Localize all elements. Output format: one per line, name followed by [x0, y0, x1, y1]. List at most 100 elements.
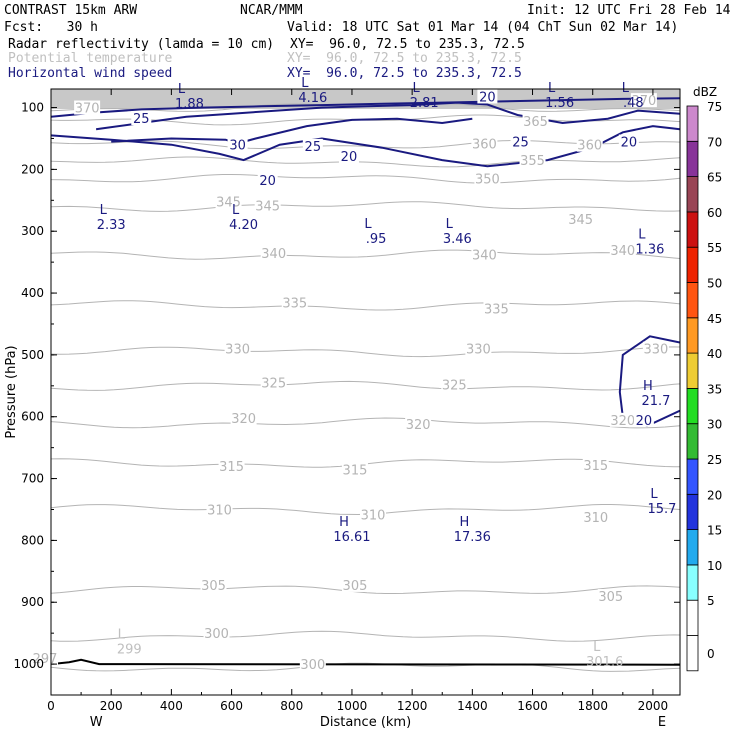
theta-contour-355	[51, 156, 680, 168]
extremum-L-marker: L	[650, 487, 658, 502]
field-xy-theta: XY= 96.0, 72.5 to 235.3, 72.5	[287, 51, 522, 66]
colorbar-swatch-40	[686, 352, 699, 389]
theta-label-bg	[215, 194, 242, 209]
theta-label-bg	[441, 377, 468, 392]
theta-label-bg	[609, 242, 636, 257]
theta-label-bg	[260, 245, 287, 260]
theta-label: 340	[261, 247, 286, 262]
theta-label: 310	[361, 508, 386, 523]
field-xy-wind: XY= 96.0, 72.5 to 235.3, 72.5	[287, 66, 522, 81]
colorbar-label-15: 15	[707, 524, 722, 538]
theta-label-bg	[74, 100, 101, 115]
wind-label: 25	[305, 140, 322, 155]
theta-label-bg	[474, 171, 501, 186]
extremum-value: 16.61	[333, 530, 370, 545]
theta-label: 300	[300, 658, 325, 673]
colorbar-label-60: 60	[707, 206, 722, 220]
theta-label: 330	[466, 343, 491, 358]
extremum-value: 21.7	[641, 394, 670, 409]
colorbar-swatch-30	[686, 423, 699, 460]
colorbar-label-30: 30	[707, 418, 722, 432]
extremum-L-marker: L	[413, 81, 421, 96]
wind-label: 25	[133, 112, 150, 127]
wind-label-bg	[131, 111, 152, 126]
wind-contour-20-upper	[51, 97, 680, 118]
theta-label: 305	[343, 579, 368, 594]
theta-label-bg	[218, 459, 245, 474]
institution-label: NCAR/MMM	[240, 3, 303, 18]
theta-label: 360	[472, 137, 497, 152]
theta-contour-305	[51, 585, 680, 594]
wind-label: 20	[341, 150, 358, 165]
x-tick-label: 200	[100, 699, 123, 713]
x-tick-label: 800	[280, 699, 303, 713]
theta-label: 340	[472, 249, 497, 264]
colorbar-swatch-60	[686, 211, 699, 248]
theta-label-bg	[281, 295, 308, 310]
theta-label: 310	[207, 503, 232, 518]
colorbar-swatch-50	[686, 282, 699, 319]
wind-label-bg	[338, 148, 359, 163]
colorbar-label-70: 70	[707, 135, 722, 149]
extremum-value: 2.81	[410, 96, 439, 111]
x-tick-label: 1400	[457, 699, 488, 713]
extremum-L-marker: L	[593, 640, 601, 655]
extremum-H-marker: H	[339, 515, 349, 530]
y-tick-label: 300	[21, 224, 44, 238]
colorbar-label-10: 10	[707, 559, 722, 573]
theta-contour-330	[51, 346, 680, 358]
extremum-L-marker: L	[622, 81, 630, 96]
theta-label-bg	[609, 412, 636, 427]
extremum-L-marker: L	[232, 203, 240, 218]
colorbar-label-25: 25	[707, 453, 722, 467]
theta-label: 360	[577, 139, 602, 154]
theta-label: 350	[475, 173, 500, 188]
x-tick-label: 1800	[577, 699, 608, 713]
extremum-value: 4.16	[298, 91, 327, 106]
theta-label-bg	[254, 198, 281, 213]
y-axis-label: Pressure (hPa)	[4, 345, 19, 438]
theta-label: 310	[583, 511, 608, 526]
theta-label: 355	[520, 154, 545, 169]
theta-contour-350	[51, 174, 680, 184]
theta-label: 320	[406, 418, 431, 433]
wind-label-bg	[477, 89, 498, 104]
x-tick-label: 1200	[397, 699, 428, 713]
theta-label: 325	[261, 377, 286, 392]
theta-label-bg	[405, 417, 432, 432]
theta-contour-300	[51, 662, 680, 672]
colorbar-label-35: 35	[707, 382, 722, 396]
theta-label-bg	[576, 137, 603, 152]
axes: 100 200 300 400 500 600 700 800 900 1000 0 200 400 60…	[4, 88, 681, 730]
x-tick-label: 2000	[638, 699, 669, 713]
colorbar-swatch-0	[686, 635, 699, 672]
extremum-value: .48	[623, 96, 644, 111]
wind-label: 25	[512, 136, 529, 151]
theta-label: 345	[216, 196, 241, 211]
extremum-value: 17.36	[454, 530, 491, 545]
x-axis-east-label: E	[658, 715, 666, 730]
colorbar-swatch-15	[686, 529, 699, 566]
wind-label-bg	[510, 134, 531, 149]
theta-label-bg	[471, 136, 498, 151]
extremum-L-marker: L	[638, 228, 646, 243]
extremum-L-marker: L	[446, 217, 454, 232]
theta-label: 335	[484, 303, 509, 318]
theta-label: 315	[343, 463, 368, 478]
wind-label: 30	[229, 139, 246, 154]
colorbar-label-0: 0	[707, 647, 715, 661]
y-tick-label: 700	[21, 472, 44, 486]
wind-contour-20	[51, 125, 680, 168]
theta-contour-340	[51, 249, 680, 260]
colorbar-label-45: 45	[707, 312, 722, 326]
colorbar-unit: dBZ	[693, 85, 717, 99]
theta-label: 315	[219, 460, 244, 475]
theta-label-bg	[597, 589, 624, 604]
colorbar-swatch-70	[686, 140, 699, 178]
extremum-H-marker: H	[643, 379, 653, 394]
y-tick-label: 100	[21, 101, 44, 115]
theta-label: 370	[75, 102, 100, 117]
field-name-theta: Potential temperature	[8, 51, 173, 66]
